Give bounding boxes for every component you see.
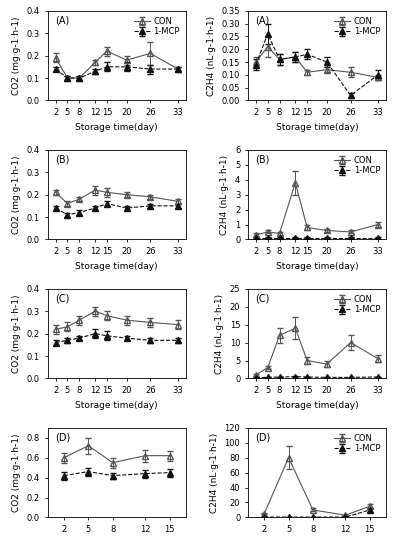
Legend: CON, 1-MCP: CON, 1-MCP xyxy=(332,154,382,177)
Text: (C): (C) xyxy=(55,293,69,303)
Legend: CON, 1-MCP: CON, 1-MCP xyxy=(132,15,181,38)
Y-axis label: C2H4 (nL·g-1·h-1): C2H4 (nL·g-1·h-1) xyxy=(207,16,216,96)
Text: (C): (C) xyxy=(255,293,269,303)
Y-axis label: CO2 (mg·g-1·h-1): CO2 (mg·g-1·h-1) xyxy=(12,294,21,373)
Y-axis label: CO2 (mg·g-1·h-1): CO2 (mg·g-1·h-1) xyxy=(12,16,21,95)
Text: (A): (A) xyxy=(55,15,69,25)
X-axis label: Storage time(day): Storage time(day) xyxy=(276,261,358,271)
Y-axis label: CO2 (mg·g-1·h-1): CO2 (mg·g-1·h-1) xyxy=(12,155,21,234)
Text: (B): (B) xyxy=(55,154,69,164)
X-axis label: Storage time(day): Storage time(day) xyxy=(76,400,158,410)
Legend: CON, 1-MCP: CON, 1-MCP xyxy=(332,432,382,455)
Y-axis label: CO2 (mg·g-1·h-1): CO2 (mg·g-1·h-1) xyxy=(12,433,21,512)
Text: (D): (D) xyxy=(255,432,270,442)
Text: (B): (B) xyxy=(255,154,269,164)
Y-axis label: C2H4 (nL·g-1·h-1): C2H4 (nL·g-1·h-1) xyxy=(220,155,229,234)
X-axis label: Storage time(day): Storage time(day) xyxy=(76,261,158,271)
Text: (A): (A) xyxy=(255,15,269,25)
Y-axis label: C2H4 (nL·g-1·h-1): C2H4 (nL·g-1·h-1) xyxy=(210,432,219,513)
Legend: CON, 1-MCP: CON, 1-MCP xyxy=(332,15,382,38)
Text: (D): (D) xyxy=(55,432,70,442)
Y-axis label: C2H4 (nL·g-1·h-1): C2H4 (nL·g-1·h-1) xyxy=(215,294,224,374)
X-axis label: Storage time(day): Storage time(day) xyxy=(276,123,358,132)
Legend: CON, 1-MCP: CON, 1-MCP xyxy=(332,293,382,316)
X-axis label: Storage time(day): Storage time(day) xyxy=(76,123,158,132)
X-axis label: Storage time(day): Storage time(day) xyxy=(276,400,358,410)
